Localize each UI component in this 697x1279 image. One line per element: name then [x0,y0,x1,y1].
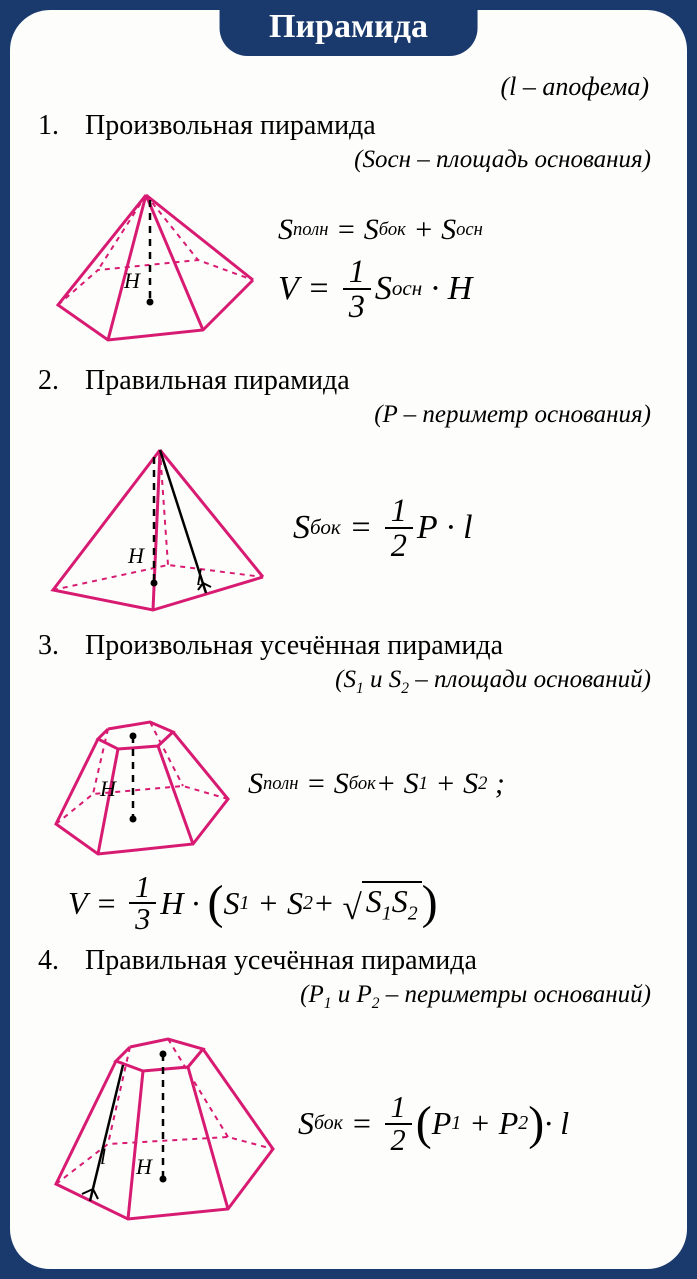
section-title: Правильная пирамида [85,365,350,396]
formula-block: Sполн = Sбок + Sосн V = 13 Sосн · H [278,205,659,330]
section-1: 1. Произвольная пирамида (Sосн – площадь… [38,110,659,355]
label-H: H [127,543,145,568]
section-heading: 4. Правильная усечённая пирамида [38,945,659,977]
section-title: Произвольная усечённая пирамида [85,630,503,661]
card-title: Пирамида [219,4,478,56]
label-H: H [135,1154,153,1179]
formula-lateral: Sбок = 12 (P1 + P2)· l [298,1092,659,1155]
section-3: 3. Произвольная усечённая пирамида (S1 и… [38,630,659,935]
formula-block: Sбок = 12 P · l [293,486,659,569]
section-note: (P – периметр основания) [38,401,651,429]
formula-lateral: Sбок = 12 P · l [293,494,659,561]
section-number: 3. [38,630,78,662]
apothem-note: (l – апофема) [38,72,659,102]
pyramid-diagram: H [38,180,268,355]
section-2: 2. Правильная пирамида (P – периметр осн… [38,365,659,620]
section-note: (S1 и S2 – площади оснований) [38,666,651,698]
regular-pyramid-diagram: H l [38,435,283,620]
section-heading: 3. Произвольная усечённая пирамида [38,630,659,662]
formula-area: Sполн = Sбок + Sосн [278,213,659,247]
section-heading: 2. Правильная пирамида [38,365,659,397]
frustum-diagram: H [38,704,238,864]
section-4: 4. Правильная усечённая пирамида (P1 и P… [38,945,659,1229]
reference-card: Пирамида (l – апофема) 1. Произвольная п… [10,10,687,1269]
section-title: Правильная усечённая пирамида [85,945,477,976]
section-number: 1. [38,110,78,142]
formula-area: Sполн = Sбок+ S1 + S2 ; [248,767,659,801]
label-H: H [99,776,117,801]
regular-frustum-diagram: l H [38,1019,288,1229]
formula-volume: V = 13 Sосн · H [278,255,659,322]
section-note: (P1 и P2 – периметры оснований) [38,981,651,1013]
formula-volume-row: V = 13 H · (S1 + S2+ √S1S2) [38,872,659,935]
section-heading: 1. Произвольная пирамида [38,110,659,142]
formula-volume: V = 13 H · (S1 + S2+ √S1S2) [68,872,659,935]
section-number: 2. [38,365,78,397]
formula-block: Sбок = 12 (P1 + P2)· l [298,1084,659,1163]
section-title: Произвольная пирамида [85,110,376,141]
section-note: (Sосн – площадь основания) [38,146,651,174]
label-H: H [123,268,141,293]
label-l: l [196,565,202,590]
formula-block: Sполн = Sбок+ S1 + S2 ; [248,759,659,809]
label-l: l [100,1144,106,1169]
section-number: 4. [38,945,78,977]
